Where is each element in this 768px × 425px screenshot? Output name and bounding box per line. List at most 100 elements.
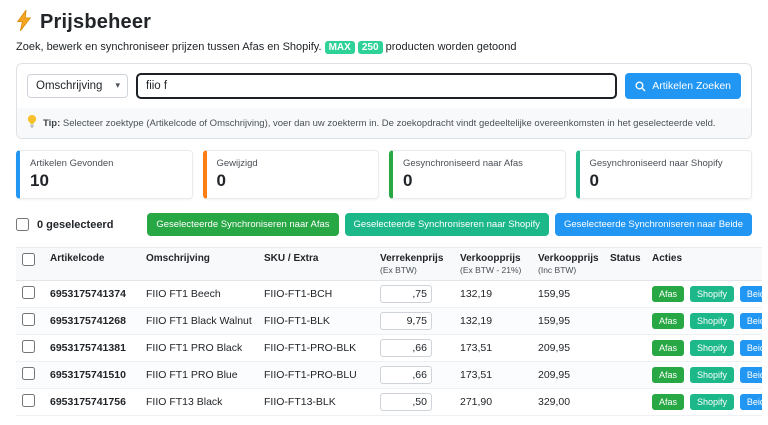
status-cell: [604, 335, 646, 362]
verkoopprijs-ex-cell: 173,51: [454, 362, 532, 389]
acties-cell: Afas Shopify Beide: [646, 335, 762, 362]
column-verkoopprijs-inc: Verkoopprijs(Inc BTW): [532, 248, 604, 281]
row-sync-afas-button[interactable]: Afas: [652, 340, 684, 356]
max-count-badge: 250: [358, 41, 383, 54]
status-cell: [604, 362, 646, 389]
prijsbeheer-page: Prijsbeheer Zoek, bewerk en synchronisee…: [0, 0, 768, 416]
verrekenprijs-cell: [374, 335, 454, 362]
table-select-all-checkbox[interactable]: [22, 253, 35, 266]
sync-selected-shopify-button[interactable]: Geselecteerde Synchroniseren naar Shopif…: [345, 213, 549, 236]
verrekenprijs-cell: [374, 362, 454, 389]
price-table-header: Artikelcode Omschrijving SKU / Extra Ver…: [16, 248, 762, 281]
row-checkbox[interactable]: [22, 313, 35, 326]
column-verrekenprijs: Verrekenprijs(Ex BTW): [374, 248, 454, 281]
row-sync-beide-button[interactable]: Beide: [740, 340, 762, 356]
row-checkbox[interactable]: [22, 286, 35, 299]
subtitle-text: Zoek, bewerk en synchroniseer prijzen tu…: [16, 41, 322, 53]
column-acties: Acties: [646, 248, 762, 281]
row-sync-shopify-button[interactable]: Shopify: [690, 286, 734, 302]
row-sync-afas-button[interactable]: Afas: [652, 394, 684, 410]
stat-label: Gewijzigd: [217, 158, 369, 169]
stat-label: Gesynchroniseerd naar Afas: [403, 158, 555, 169]
sku-cell: FIIO-FT13-BLK: [258, 389, 374, 416]
verkoopprijs-inc-cell: 209,95: [532, 335, 604, 362]
verrekenprijs-cell: [374, 389, 454, 416]
row-sync-shopify-button[interactable]: Shopify: [690, 394, 734, 410]
column-sku-extra: SKU / Extra: [258, 248, 374, 281]
row-checkbox[interactable]: [22, 367, 35, 380]
verrekenprijs-input[interactable]: [380, 393, 432, 411]
omschrijving-cell: FIIO FT1 PRO Black: [140, 335, 258, 362]
column-artikelcode: Artikelcode: [44, 248, 140, 281]
row-sync-beide-button[interactable]: Beide: [740, 367, 762, 383]
acties-cell: Afas Shopify Beide: [646, 362, 762, 389]
row-sync-beide-button[interactable]: Beide: [740, 394, 762, 410]
selection-left: 0 geselecteerd: [16, 218, 113, 231]
row-checkbox[interactable]: [22, 394, 35, 407]
row-sync-beide-button[interactable]: Beide: [740, 286, 762, 302]
search-type-select[interactable]: Omschrijving: [27, 74, 128, 98]
status-cell: [604, 389, 646, 416]
verrekenprijs-input[interactable]: [380, 285, 432, 303]
stat-card-gesynchroniseerd-shopify: Gesynchroniseerd naar Shopify 0: [576, 150, 753, 199]
omschrijving-cell: FIIO FT1 PRO Blue: [140, 362, 258, 389]
verkoopprijs-ex-cell: 132,19: [454, 281, 532, 308]
table-row: 6953175741374 FIIO FT1 Beech FIIO-FT1-BC…: [16, 281, 762, 308]
table-row: 6953175741381 FIIO FT1 PRO Black FIIO-FT…: [16, 335, 762, 362]
row-sync-shopify-button[interactable]: Shopify: [690, 340, 734, 356]
select-all-checkbox[interactable]: [16, 218, 29, 231]
artikelcode-cell: 6953175741510: [44, 362, 140, 389]
row-checkbox-cell: [16, 335, 44, 362]
row-sync-beide-button[interactable]: Beide: [740, 313, 762, 329]
search-card: Omschrijving Artikelen Zoeken: [16, 63, 752, 139]
row-sync-afas-button[interactable]: Afas: [652, 286, 684, 302]
table-row: 6953175741510 FIIO FT1 PRO Blue FIIO-FT1…: [16, 362, 762, 389]
row-checkbox-cell: [16, 389, 44, 416]
header-checkbox-cell: [16, 248, 44, 281]
page-title: Prijsbeheer: [40, 11, 151, 34]
sync-selected-beide-button[interactable]: Geselecteerde Synchroniseren naar Beide: [555, 213, 752, 236]
status-cell: [604, 281, 646, 308]
stat-label: Gesynchroniseerd naar Shopify: [590, 158, 742, 169]
sku-cell: FIIO-FT1-PRO-BLU: [258, 362, 374, 389]
search-type-select-wrap: Omschrijving: [27, 74, 128, 98]
stat-value: 0: [403, 171, 555, 191]
artikelcode-cell: 6953175741381: [44, 335, 140, 362]
search-button[interactable]: Artikelen Zoeken: [625, 73, 741, 99]
lightning-bolt-icon: [16, 10, 32, 34]
verrekenprijs-input[interactable]: [380, 366, 432, 384]
stat-card-artikelen-gevonden: Artikelen Gevonden 10: [16, 150, 193, 199]
stat-card-gesynchroniseerd-afas: Gesynchroniseerd naar Afas 0: [389, 150, 566, 199]
stat-value: 0: [590, 171, 742, 191]
sync-selected-afas-button[interactable]: Geselecteerde Synchroniseren naar Afas: [147, 213, 338, 236]
price-table: Artikelcode Omschrijving SKU / Extra Ver…: [16, 247, 762, 416]
search-button-label: Artikelen Zoeken: [652, 80, 731, 92]
row-checkbox-cell: [16, 362, 44, 389]
sku-cell: FIIO-FT1-BLK: [258, 308, 374, 335]
verrekenprijs-cell: [374, 308, 454, 335]
search-icon: [635, 81, 646, 92]
verkoopprijs-inc-cell: 159,95: [532, 308, 604, 335]
column-omschrijving: Omschrijving: [140, 248, 258, 281]
verkoopprijs-inc-cell: 159,95: [532, 281, 604, 308]
tip-bar: Tip: Selecteer zoektype (Artikelcode of …: [17, 108, 751, 138]
verrekenprijs-input[interactable]: [380, 312, 432, 330]
max-badge: MAX: [325, 41, 355, 54]
status-cell: [604, 308, 646, 335]
stat-value: 0: [217, 171, 369, 191]
row-sync-shopify-button[interactable]: Shopify: [690, 367, 734, 383]
row-sync-afas-button[interactable]: Afas: [652, 367, 684, 383]
verkoopprijs-inc-cell: 209,95: [532, 362, 604, 389]
verkoopprijs-ex-cell: 173,51: [454, 335, 532, 362]
row-checkbox-cell: [16, 308, 44, 335]
selection-buttons: Geselecteerde Synchroniseren naar Afas G…: [147, 213, 752, 236]
row-sync-afas-button[interactable]: Afas: [652, 313, 684, 329]
artikelcode-cell: 6953175741756: [44, 389, 140, 416]
verrekenprijs-cell: [374, 281, 454, 308]
row-sync-shopify-button[interactable]: Shopify: [690, 313, 734, 329]
verrekenprijs-input[interactable]: [380, 339, 432, 357]
lightbulb-icon: [27, 115, 37, 131]
search-input[interactable]: [136, 73, 617, 99]
row-checkbox[interactable]: [22, 340, 35, 353]
page-header: Prijsbeheer: [16, 10, 752, 34]
